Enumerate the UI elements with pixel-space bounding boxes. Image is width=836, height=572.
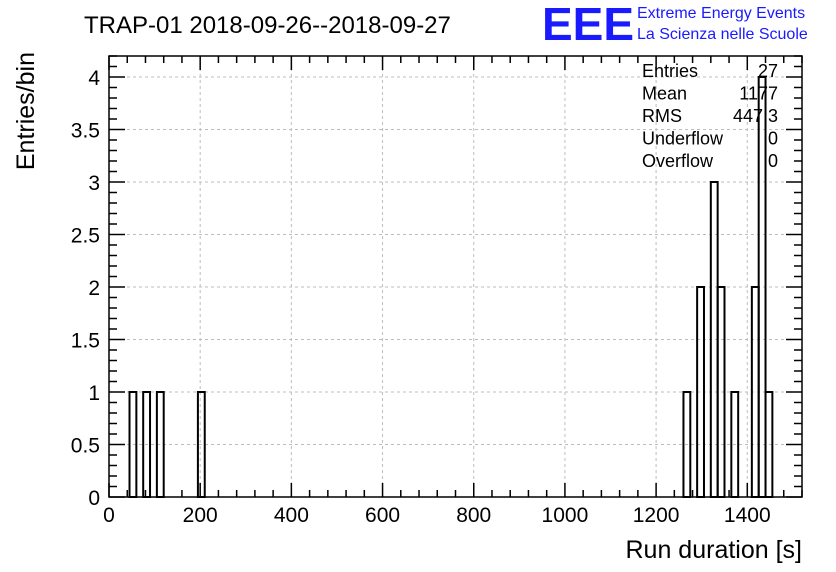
x-tick-label: 1400 <box>724 504 771 527</box>
y-tick-label: 2 <box>88 277 100 300</box>
x-axis-label: Run duration [s] <box>626 536 803 564</box>
stats-box: Entries 27 Mean 1177 RMS 447.3 Underflow 0 Overf… <box>642 61 778 171</box>
axes-layer <box>108 55 803 498</box>
stats-label: Mean <box>642 84 687 104</box>
y-tick-labels: 0 0.5 1 1.5 2 2.5 3 3.5 4 <box>71 67 101 510</box>
x-tick-label: 1000 <box>542 504 589 527</box>
y-tick-label: 4 <box>88 67 100 90</box>
stats-value: 0 <box>768 129 778 149</box>
x-tick-label: 800 <box>456 504 491 527</box>
stats-value: 0 <box>768 151 778 171</box>
eee-logo-mark: EEE <box>542 0 634 50</box>
y-tick-label: 1 <box>88 382 100 405</box>
x-tick-label: 1200 <box>633 504 680 527</box>
y-tick-label: 0.5 <box>71 435 100 458</box>
stats-value: 447.3 <box>733 106 778 126</box>
chart-title: TRAP-01 2018-09-26--2018-09-27 <box>84 12 451 39</box>
eee-logo-line1: Extreme Energy Events <box>637 5 805 22</box>
stats-label: Underflow <box>642 129 724 149</box>
stats-label: Overflow <box>642 151 714 171</box>
y-tick-label: 2.5 <box>71 225 100 248</box>
y-tick-label: 1.5 <box>71 330 100 353</box>
eee-logo: EEE Extreme Energy Events La Scienza nel… <box>542 0 808 50</box>
eee-logo-line2: La Scienza nelle Scuole <box>637 26 808 43</box>
stats-value: 1177 <box>739 84 778 104</box>
stats-label: RMS <box>642 106 682 126</box>
y-tick-label: 3 <box>88 172 100 195</box>
stats-value: 27 <box>758 61 778 81</box>
x-tick-label: 400 <box>274 504 309 527</box>
x-tick-label: 600 <box>365 504 400 527</box>
x-tick-label: 200 <box>183 504 218 527</box>
y-axis-label: Entries/bin <box>12 52 40 170</box>
y-tick-label: 3.5 <box>71 120 100 143</box>
stats-label: Entries <box>642 61 698 81</box>
grid-layer <box>109 56 802 497</box>
x-tick-labels: 0 200 400 600 800 1000 1200 1400 <box>103 504 770 527</box>
y-tick-label: 0 <box>88 487 100 510</box>
x-tick-label: 0 <box>103 504 115 527</box>
